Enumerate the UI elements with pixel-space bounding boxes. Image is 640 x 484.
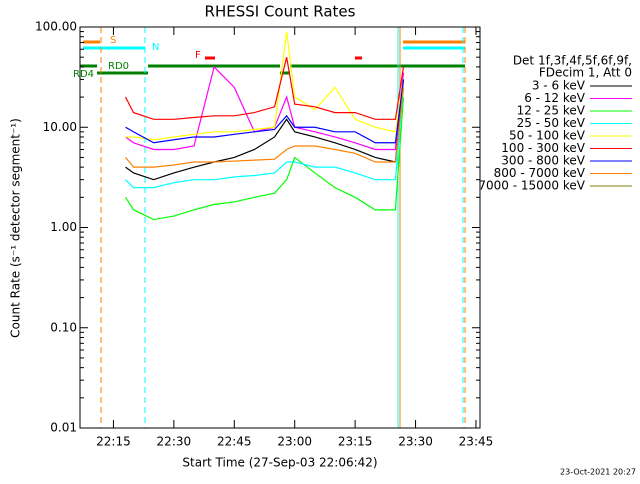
- legend-header: Det 1f,3f,4f,5f,6f,9f,: [513, 54, 632, 68]
- series-line: [125, 87, 405, 168]
- chart-title: RHESSI Count Rates: [205, 3, 356, 21]
- y-tick-label: 0.10: [50, 320, 77, 334]
- x-axis-label: Start Time (27-Sep-03 22:06:42): [182, 456, 377, 470]
- x-tick-label: 23:15: [338, 435, 373, 449]
- x-tick-label: 23:30: [398, 435, 433, 449]
- annotation: N: [152, 42, 159, 53]
- x-tick-label: 23:00: [277, 435, 312, 449]
- y-tick-label: 1.00: [50, 220, 77, 234]
- annotation: S: [110, 35, 116, 46]
- legend-label: 12 - 25 keV: [517, 104, 586, 118]
- markers: [100, 27, 466, 428]
- legend-label: 300 - 800 keV: [501, 154, 585, 168]
- legend-label: 50 - 100 keV: [509, 129, 586, 143]
- y-tick-label: 0.01: [50, 421, 77, 435]
- legend-label: 800 - 7000 keV: [494, 166, 586, 180]
- y-tick-label: 100.00: [35, 20, 77, 34]
- legend-label: 100 - 300 keV: [501, 141, 585, 155]
- annotation-bars: [80, 40, 465, 75]
- x-tick-label: 22:15: [96, 435, 131, 449]
- legend-label: 3 - 6 keV: [532, 79, 586, 93]
- x-tick-label: 23:45: [459, 435, 494, 449]
- y-axis-label: Count Rate (s⁻¹ detector segment⁻¹): [9, 118, 23, 338]
- footer: 23-Oct-2021 20:27: [560, 468, 636, 477]
- series-line: [124, 57, 405, 120]
- series-line: [125, 79, 405, 144]
- series-line: [125, 79, 405, 181]
- annotation: F: [195, 50, 201, 61]
- legend-label: 6 - 12 keV: [524, 91, 586, 105]
- x-tick-label: 22:45: [217, 435, 252, 449]
- legend-label: 7000 - 15000 keV: [478, 179, 585, 193]
- legend-label: 25 - 50 keV: [517, 116, 586, 130]
- series-line: [125, 97, 405, 221]
- x-tick-label: 22:30: [157, 435, 192, 449]
- series-line: [125, 31, 405, 141]
- legend-header: FDecim 1, Att 0: [539, 66, 632, 80]
- annotation: RD0: [108, 61, 129, 72]
- series-line: [125, 87, 405, 189]
- annotation: RD4: [73, 69, 94, 80]
- y-tick-label: 10.00: [43, 120, 77, 134]
